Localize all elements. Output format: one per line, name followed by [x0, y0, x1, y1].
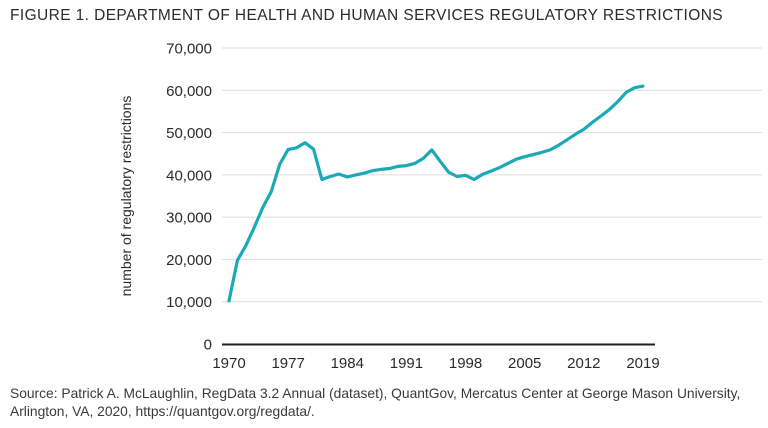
y-tick-label: 40,000 [166, 167, 212, 184]
y-tick-label: 50,000 [166, 125, 212, 142]
y-tick-label: 10,000 [166, 294, 212, 311]
y-tick-label: 20,000 [166, 252, 212, 269]
y-tick-label: 30,000 [166, 210, 212, 227]
x-tick-label: 1998 [449, 355, 482, 372]
x-tick-label: 2019 [626, 355, 659, 372]
x-tick-label: 1977 [271, 355, 304, 372]
y-tick-label: 0 [204, 337, 212, 354]
y-tick-label: 70,000 [166, 41, 212, 58]
y-axis-title: number of regulatory restrictions [118, 96, 134, 297]
source-note: Source: Patrick A. McLaughlin, RegData 3… [10, 386, 741, 420]
y-tick-label: 60,000 [166, 83, 212, 100]
x-tick-label: 1984 [331, 355, 364, 372]
x-tick-label: 2005 [508, 355, 541, 372]
x-tick-label: 1970 [212, 355, 245, 372]
x-tick-label: 1991 [390, 355, 423, 372]
trend-line [227, 84, 645, 303]
x-tick-label: 2012 [567, 355, 600, 372]
figure-title: FIGURE 1. DEPARTMENT OF HEALTH AND HUMAN… [10, 7, 724, 24]
